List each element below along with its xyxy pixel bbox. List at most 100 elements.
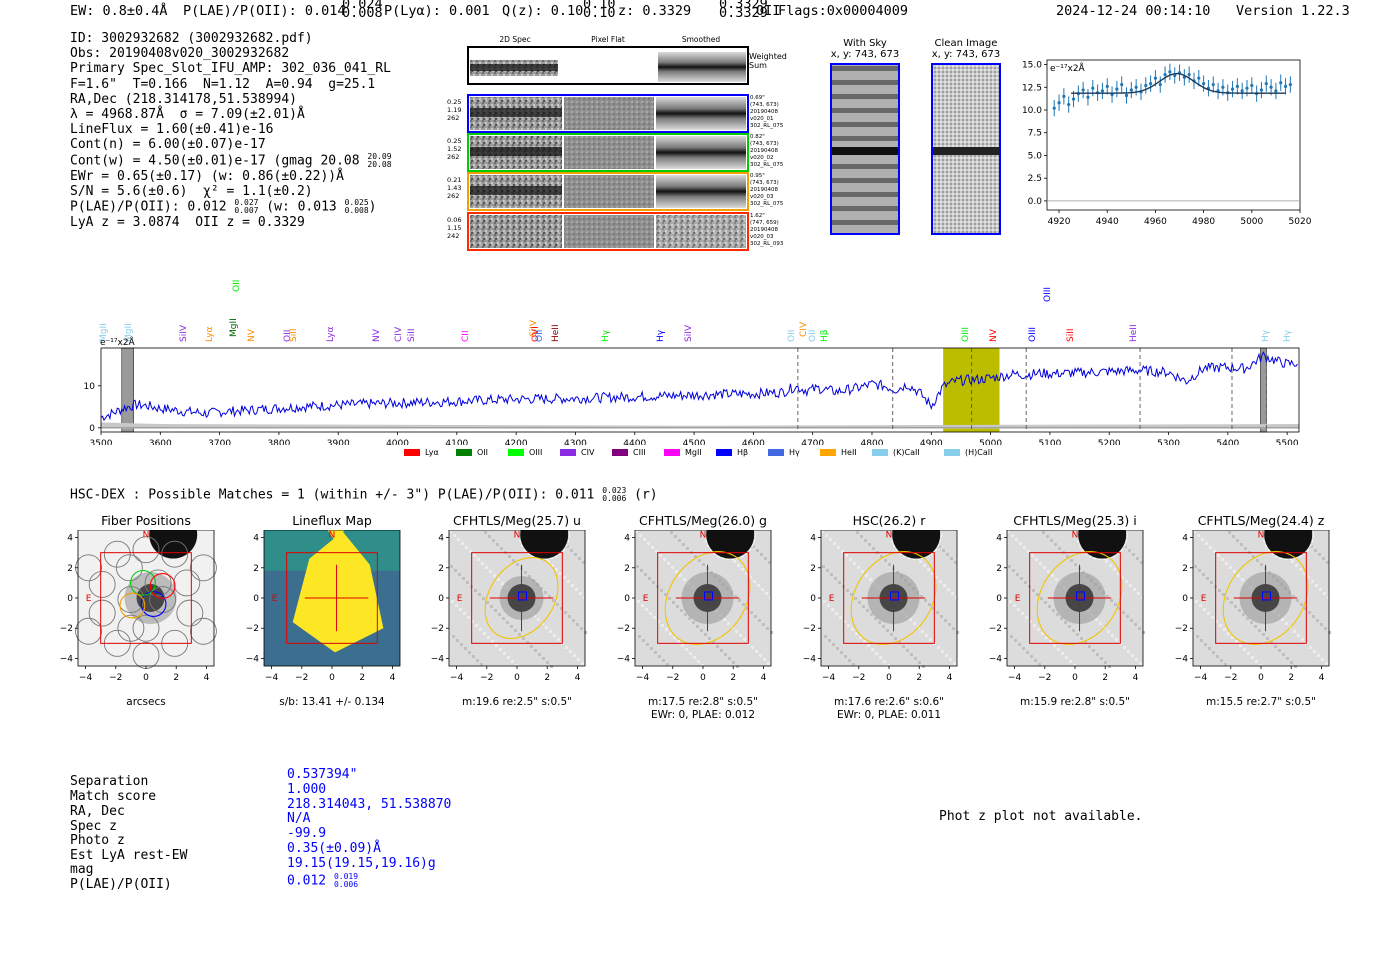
cutout-xtick-label: −2 xyxy=(480,673,493,683)
fit-point xyxy=(1288,82,1292,87)
header-ew: EW: 0.8±0.4Å xyxy=(70,3,168,19)
cutout-ytick-label: 2 xyxy=(67,564,73,574)
cutout-image: N E 4 2 0 −2 −4 −4 −2 0 2 4 xyxy=(431,530,587,683)
fit-point xyxy=(1259,88,1264,92)
spec-xtick-label: 4900 xyxy=(920,439,943,445)
match-key-photoz: Photo z xyxy=(70,833,125,848)
selected-fiber xyxy=(140,591,167,617)
summary-plae: P(LAE)/P(OII): 0.012 0.027 0.007 (w: 0.01… xyxy=(70,198,377,216)
fit-point xyxy=(1274,89,1278,93)
selected-fiber xyxy=(119,592,146,619)
cutout-xtick-label: 2 xyxy=(173,673,179,683)
fit-point xyxy=(1202,82,1206,86)
fit-point xyxy=(1230,87,1235,91)
north-marker: N xyxy=(1072,531,1079,541)
fit-xtick-label: 4920 xyxy=(1048,217,1071,227)
east-marker: E xyxy=(1015,594,1021,604)
match-val-lya-ew: 0.35(±0.09)Å xyxy=(287,841,381,856)
legend-label: Hβ xyxy=(737,448,749,457)
fit-point xyxy=(1235,84,1239,88)
spec-xtick-label: 4800 xyxy=(861,439,884,445)
spec-xtick-label: 5000 xyxy=(979,439,1002,445)
row2-left: 0.25 1.52 262 xyxy=(447,137,462,161)
cutout-title: Fiber Positions xyxy=(101,513,191,528)
fiber-circle xyxy=(144,569,172,597)
aperture-ellipse xyxy=(1036,551,1123,645)
spec-xtick-label: 5200 xyxy=(1098,439,1121,445)
match-val-photoz: -99.9 xyxy=(287,826,327,841)
legend-swatch xyxy=(664,449,680,456)
search-box xyxy=(286,552,378,644)
aperture-ellipse xyxy=(850,551,937,645)
match-val-score: 1.000 xyxy=(287,782,327,797)
sky-images xyxy=(830,63,1001,235)
cutout-ytick-label: 2 xyxy=(996,564,1002,574)
header-z-line: OII xyxy=(756,3,781,19)
spec-xtick-label: 3600 xyxy=(149,439,172,445)
fit-point xyxy=(1091,86,1095,90)
cutout-ytick-label: 4 xyxy=(996,534,1002,544)
east-marker: E xyxy=(829,594,835,604)
north-marker: N xyxy=(329,531,336,541)
fit-point xyxy=(1144,83,1148,88)
spec-xtick-label: 4700 xyxy=(801,439,824,445)
cutout-ytick-label: −2 xyxy=(60,624,73,634)
noise-band xyxy=(101,422,1299,429)
fiber-circle xyxy=(161,540,189,568)
cutout-image: N E 4 2 0 −2 −4 −4 −2 0 2 4 xyxy=(803,530,959,683)
spec-xtick-label: 4600 xyxy=(742,439,765,445)
legend-label: HeII xyxy=(841,448,857,457)
spec-xtick-label: 5500 xyxy=(1276,439,1299,445)
cutout-xtick-label: −4 xyxy=(822,673,836,683)
cutout-caption: s/b: 13.41 +/- 0.134 xyxy=(279,696,385,708)
legend-label: OIII xyxy=(529,448,543,457)
cutout-xtick-label: −4 xyxy=(1194,673,1208,683)
spec-xtick-label: 5300 xyxy=(1157,439,1180,445)
fiber-row-1 xyxy=(467,94,749,133)
fit-point xyxy=(1187,72,1191,77)
fit-point xyxy=(1197,76,1201,80)
fiber-circle xyxy=(132,536,160,564)
cutout-ytick-label: −2 xyxy=(989,624,1002,634)
cutout-xtick-label: −4 xyxy=(265,673,279,683)
row1-left: 0.25 1.19 262 xyxy=(447,98,462,122)
cutout-xtick-label: −2 xyxy=(295,673,308,683)
north-marker: N xyxy=(886,531,893,541)
cutout-image: N E 4 2 0 −2 −4 −4 −2 0 2 4 xyxy=(989,530,1145,683)
cutout-xtick-label: 2 xyxy=(1102,673,1108,683)
spec-xtick-label: 4300 xyxy=(564,439,587,445)
fit-point xyxy=(1067,102,1071,107)
legend-label: (K)CaII xyxy=(893,448,920,457)
summary-ewr: EWr = 0.65(±0.17) (w: 0.86(±0.22))Å xyxy=(70,168,344,184)
row1-right: 0.69" (743, 673) 20190408 v020_01 302_RL… xyxy=(750,95,784,129)
legend-swatch xyxy=(612,449,628,456)
cutout-ytick-label: −2 xyxy=(431,624,444,634)
cutout-caption: m:15.5 re:2.7" s:0.5" xyxy=(1206,696,1316,708)
fit-point xyxy=(1115,87,1119,91)
fit-ytick-label: 12.5 xyxy=(1022,83,1042,93)
legend-entry: Hβ xyxy=(716,448,748,457)
cutout-ytick-label: 4 xyxy=(810,534,816,544)
search-box xyxy=(657,552,749,644)
detection-summary: ID: 3002932682 (3002932682.pdf) Obs: 201… xyxy=(70,31,392,230)
spec-xtick-label: 3800 xyxy=(267,439,290,445)
fiber-box xyxy=(1076,591,1086,601)
cutout-caption: m:19.6 re:2.5" s:0.5" xyxy=(462,696,572,708)
cutout-ytick-label: 0 xyxy=(1182,594,1188,604)
east-marker: E xyxy=(457,594,463,604)
col-2d-spec: 2D Spec xyxy=(499,35,530,44)
legend-label: MgII xyxy=(685,448,702,457)
cutout-caption: arcsecs xyxy=(126,696,166,708)
spectrum-frame xyxy=(100,347,1300,433)
cutout-xtick-label: 0 xyxy=(700,673,706,683)
fiber-circle xyxy=(176,599,204,627)
fit-point xyxy=(1283,84,1288,88)
legend-swatch xyxy=(716,449,732,456)
fit-point xyxy=(1086,95,1090,99)
fiber-box xyxy=(1262,591,1272,601)
cutout-xtick-label: −2 xyxy=(1224,673,1237,683)
fiber-circle xyxy=(75,617,103,645)
cutout-xtick-label: 4 xyxy=(575,673,581,683)
line-fit-plot: 15.0 12.5 10.0 7.5 5.0 2.5 0.0 4920 4940 4960 4980… xyxy=(1022,59,1312,227)
legend-label: Lyα xyxy=(425,448,439,457)
